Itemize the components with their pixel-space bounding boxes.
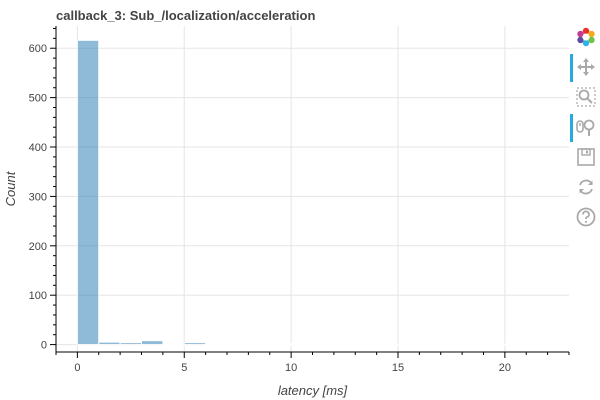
y-tick-label: 200 [29,241,47,253]
histogram-bar [76,39,100,346]
histogram-bar [183,342,207,346]
histogram-bar [98,341,121,346]
x-tick-label: 20 [499,362,511,374]
grid-lines [56,26,569,352]
wheel-zoom-tool-button[interactable] [570,114,600,142]
y-tick-label: 100 [29,290,47,302]
histogram-bar [418,344,442,346]
box-zoom-icon [576,87,596,107]
histogram-bar [226,344,249,346]
help-tool-button[interactable] [570,204,600,232]
histogram-bar [547,343,570,346]
histogram-bar [119,342,142,346]
y-tick-label: 500 [29,93,47,105]
bokeh-logo-button[interactable] [570,24,600,52]
x-tick-label: 15 [392,362,404,374]
histogram-bar [290,343,313,346]
histogram-bar [440,344,463,346]
histogram-bar [397,344,420,346]
histogram-bar [312,344,335,346]
histogram-bar [247,344,271,346]
chart-toolbar [570,24,600,254]
reset-tool-button[interactable] [570,174,600,202]
y-tick-label: 0 [41,340,47,352]
active-indicator [570,54,573,82]
active-indicator [570,114,573,142]
x-tick-label: 10 [285,362,297,374]
wheel-zoom-icon [576,119,595,136]
histogram-bar [333,344,356,346]
pan-icon [577,58,595,76]
histogram-bar [205,343,228,346]
pan-tool-button[interactable] [570,54,600,82]
y-axis-label: Count [3,170,18,206]
histogram-bar [461,344,484,346]
bokeh-logo-icon [577,27,595,47]
histogram-bar [504,343,527,346]
y-tick-label: 600 [29,43,47,55]
chart-title: callback_3: Sub_/localization/accelerati… [56,8,316,23]
histogram-bar [162,344,185,346]
reset-icon [579,179,593,195]
histogram-bar [141,340,164,346]
histogram-bar [376,344,399,346]
histogram-bar [269,344,292,346]
y-tick-label: 400 [29,142,47,154]
histogram-bar [354,344,378,346]
x-tick-label: 0 [74,362,80,374]
save-icon [577,148,595,166]
histogram-bars [76,39,570,346]
histogram-bar [483,344,506,346]
save-tool-button[interactable] [570,144,600,172]
x-axis-label: latency [ms] [278,383,348,398]
x-tick-label: 5 [181,362,187,374]
box-zoom-tool-button[interactable] [570,84,600,112]
histogram-bar [525,344,549,346]
y-tick-label: 300 [29,191,47,203]
help-icon [576,207,596,227]
